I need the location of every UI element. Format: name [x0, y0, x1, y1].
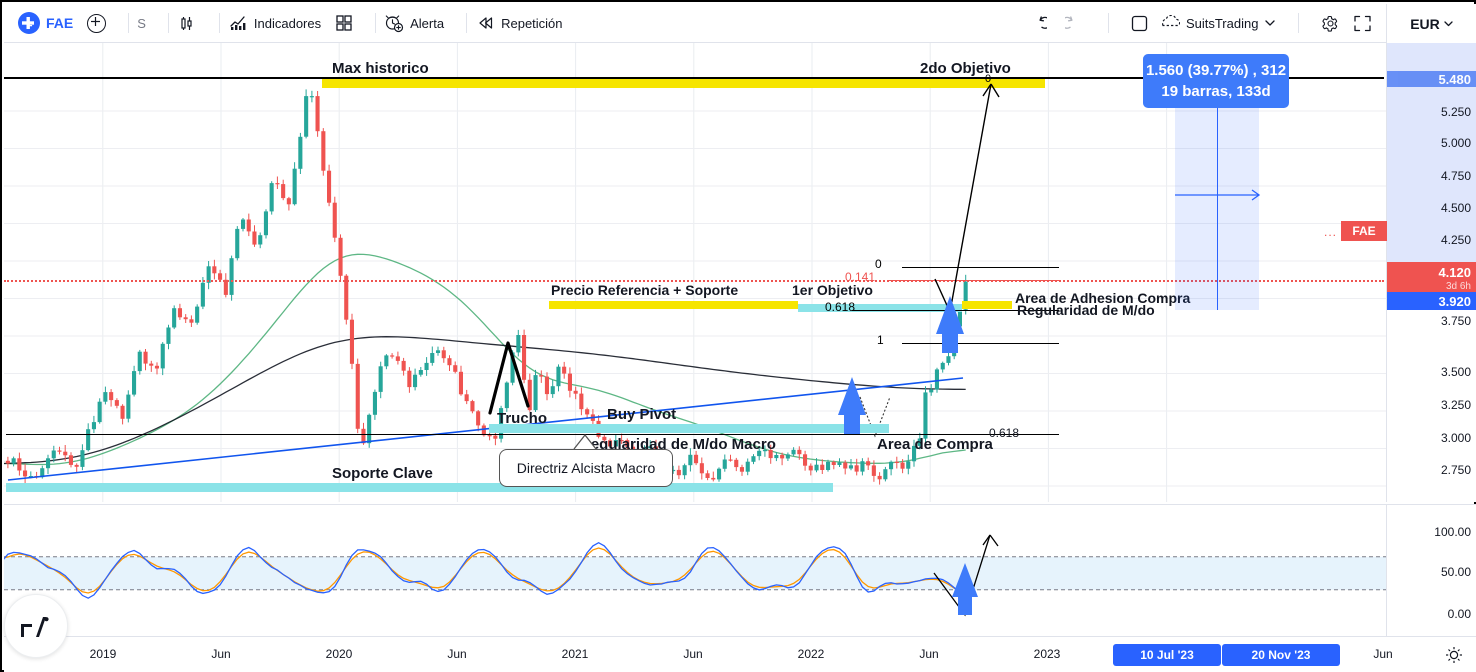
svg-text:F: F — [26, 20, 33, 32]
